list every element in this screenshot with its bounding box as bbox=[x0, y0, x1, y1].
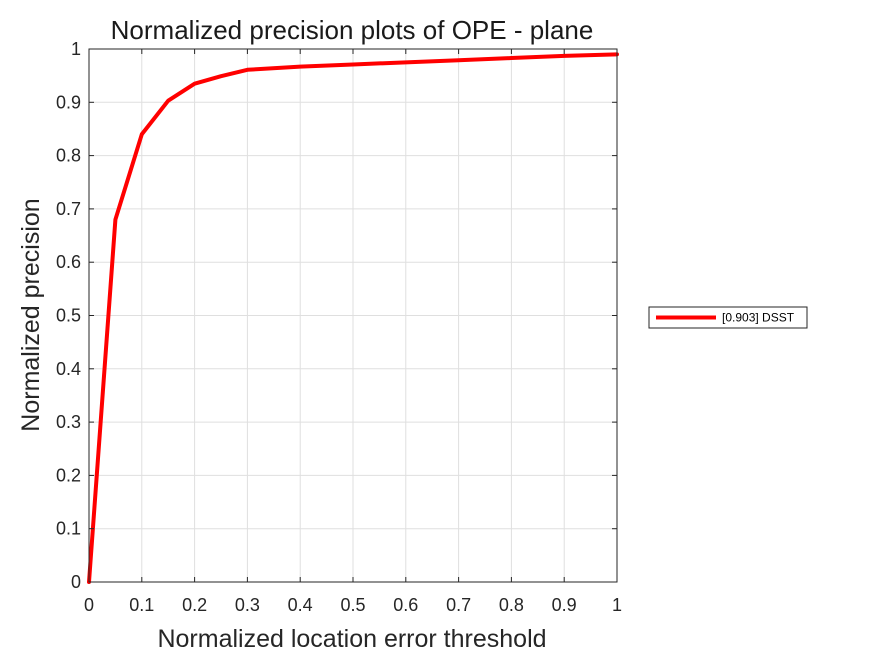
x-tick-label: 0.8 bbox=[499, 595, 524, 615]
y-tick-label: 0.7 bbox=[56, 199, 81, 219]
x-axis-label: Normalized location error threshold bbox=[157, 625, 546, 653]
chart-title: Normalized precision plots of OPE - plan… bbox=[111, 15, 594, 45]
y-tick-label: 0.1 bbox=[56, 519, 81, 539]
series-layer bbox=[87, 52, 619, 584]
x-tick-label: 0.3 bbox=[235, 595, 260, 615]
x-tick-label: 0.2 bbox=[182, 595, 207, 615]
y-tick-label: 0.4 bbox=[56, 359, 81, 379]
y-tick-label: 0.5 bbox=[56, 306, 81, 326]
x-tick-label: 0.4 bbox=[288, 595, 313, 615]
x-tick-label: 0.9 bbox=[552, 595, 577, 615]
y-tick-label: 0.2 bbox=[56, 465, 81, 485]
y-tick-labels: 0 0.1 0.2 0.3 0.4 0.5 0.6 0.7 0.8 0.9 1 bbox=[56, 39, 81, 592]
x-tick-label: 0 bbox=[84, 595, 94, 615]
axes-box bbox=[88, 48, 618, 583]
y-tick-label: 0 bbox=[71, 572, 81, 592]
x-tick-label: 0.6 bbox=[393, 595, 418, 615]
y-tick-label: 1 bbox=[71, 39, 81, 59]
legend: [0.903] DSST bbox=[648, 306, 808, 329]
x-tick-label: 0.5 bbox=[340, 595, 365, 615]
axes bbox=[88, 48, 618, 583]
x-tick-label: 0.7 bbox=[446, 595, 471, 615]
legend-box bbox=[648, 306, 808, 329]
legend-label-dsst: [0.903] DSST bbox=[722, 311, 795, 325]
y-tick-label: 0.9 bbox=[56, 92, 81, 112]
series-line-dsst bbox=[87, 52, 619, 584]
y-tick-label: 0.3 bbox=[56, 412, 81, 432]
y-tick-label: 0.8 bbox=[56, 146, 81, 166]
y-axis-label: Normalized precision bbox=[17, 198, 45, 431]
y-tick-label: 0.6 bbox=[56, 252, 81, 272]
x-tick-labels: 0 0.1 0.2 0.3 0.4 0.5 0.6 0.7 0.8 0.9 1 bbox=[84, 595, 622, 615]
x-tick-label: 0.1 bbox=[129, 595, 154, 615]
x-tick-label: 1 bbox=[612, 595, 622, 615]
